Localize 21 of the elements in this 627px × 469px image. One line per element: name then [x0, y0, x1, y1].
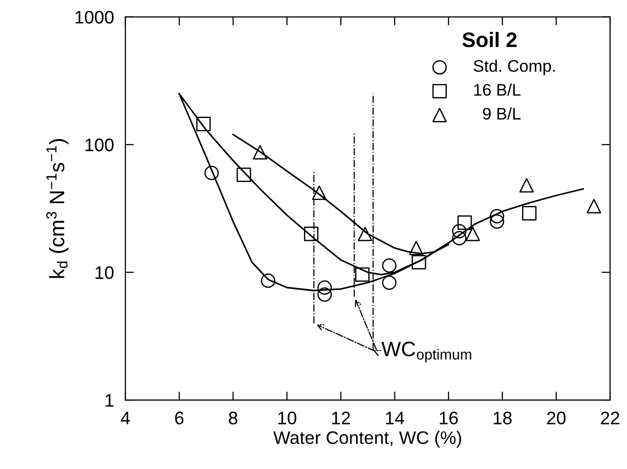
- y-tick-label: 100: [86, 138, 114, 152]
- x-tick-label: 12: [332, 412, 350, 424]
- legend-label: 9 B/L: [482, 107, 521, 120]
- x-tick-label: 18: [494, 412, 512, 424]
- y-tick-label: 1000: [76, 10, 114, 24]
- text: k$_{d}$ (cm$^{3}$ N$^{−1}$s$^{−1}$): [46, 139, 68, 278]
- legend-label: 16 B/L: [474, 84, 521, 96]
- x-tick-label: 6: [175, 412, 184, 424]
- x-axis-title: Water Content, WC (%): [273, 430, 462, 448]
- annotation: WC$_{optimum}$: [381, 342, 472, 363]
- y-tick-label: 10: [96, 266, 114, 280]
- legend-title: Soil 2: [462, 32, 517, 48]
- y-tick-label: 1: [106, 394, 114, 407]
- x-tick-label: 4: [120, 412, 130, 424]
- x-tick-label: 22: [600, 412, 620, 424]
- x-tick-label: 10: [278, 412, 296, 424]
- x-tick-label: 14: [386, 412, 404, 424]
- x-tick-label: 20: [547, 412, 566, 424]
- legend-label: Std. Comp.: [474, 60, 555, 76]
- x-tick-label: 16: [440, 412, 458, 424]
- x-tick-label: 8: [228, 412, 238, 424]
